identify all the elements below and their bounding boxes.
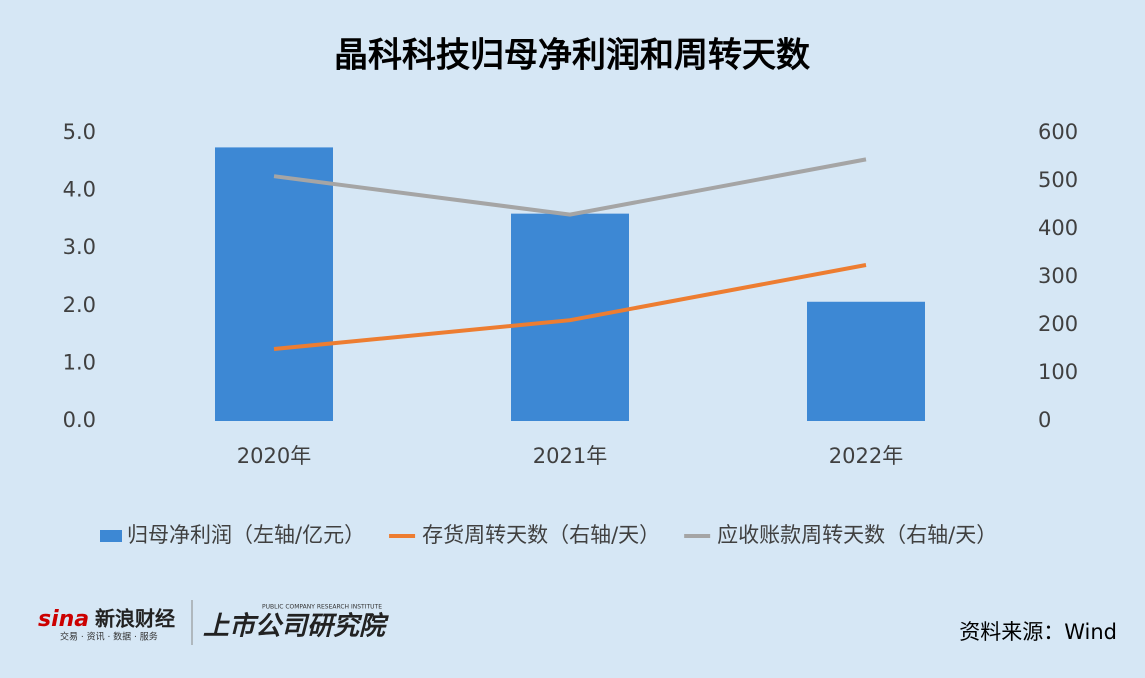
y-tick-label: 3.0	[63, 235, 96, 259]
y2-tick-label: 200	[1038, 312, 1078, 336]
chart-title: 晶科科技归母净利润和周转天数	[334, 36, 810, 76]
x-tick-label: 2021年	[533, 444, 607, 468]
y2-tick-label: 300	[1038, 264, 1078, 288]
footer: sina 新浪财经 交易 · 资讯 · 数据 · 服务 PUBLIC COMPA…	[38, 600, 1117, 645]
legend: 归母净利润（左轴/亿元） 存货周转天数（右轴/天） 应收账款周转天数（右轴/天）	[100, 523, 997, 547]
bar	[807, 301, 925, 421]
bar	[215, 147, 333, 421]
institute-logo: 上市公司研究院	[203, 612, 389, 642]
line	[273, 263, 867, 351]
legend-label: 应收账款周转天数（右轴/天）	[717, 523, 997, 547]
sina-logo: sina	[38, 607, 89, 632]
sina-name: 新浪财经	[95, 607, 175, 631]
legend-swatch	[100, 530, 122, 542]
sina-tagline: 交易 · 资讯 · 数据 · 服务	[60, 631, 158, 643]
x-tick-label: 2022年	[829, 444, 903, 468]
legend-label: 存货周转天数（右轴/天）	[422, 523, 660, 547]
y-tick-label: 2.0	[63, 293, 96, 317]
line	[273, 157, 867, 217]
y2-tick-label: 500	[1038, 168, 1078, 192]
y-tick-label: 1.0	[63, 350, 96, 374]
y-tick-label: 4.0	[63, 178, 96, 202]
legend-label: 归母净利润（左轴/亿元）	[127, 523, 365, 547]
y-tick-label: 0.0	[63, 408, 96, 432]
y2-tick-label: 400	[1038, 216, 1078, 240]
y2-tick-label: 100	[1038, 360, 1078, 384]
source: 资料来源：Wind	[959, 620, 1117, 644]
x-tick-label: 2020年	[237, 444, 311, 468]
y2-tick-label: 600	[1038, 120, 1078, 144]
y2-tick-label: 0	[1038, 408, 1051, 432]
y-tick-label: 5.0	[63, 120, 96, 144]
institute-en: PUBLIC COMPANY RESEARCH INSTITUTE	[262, 604, 382, 611]
bar	[511, 213, 629, 421]
